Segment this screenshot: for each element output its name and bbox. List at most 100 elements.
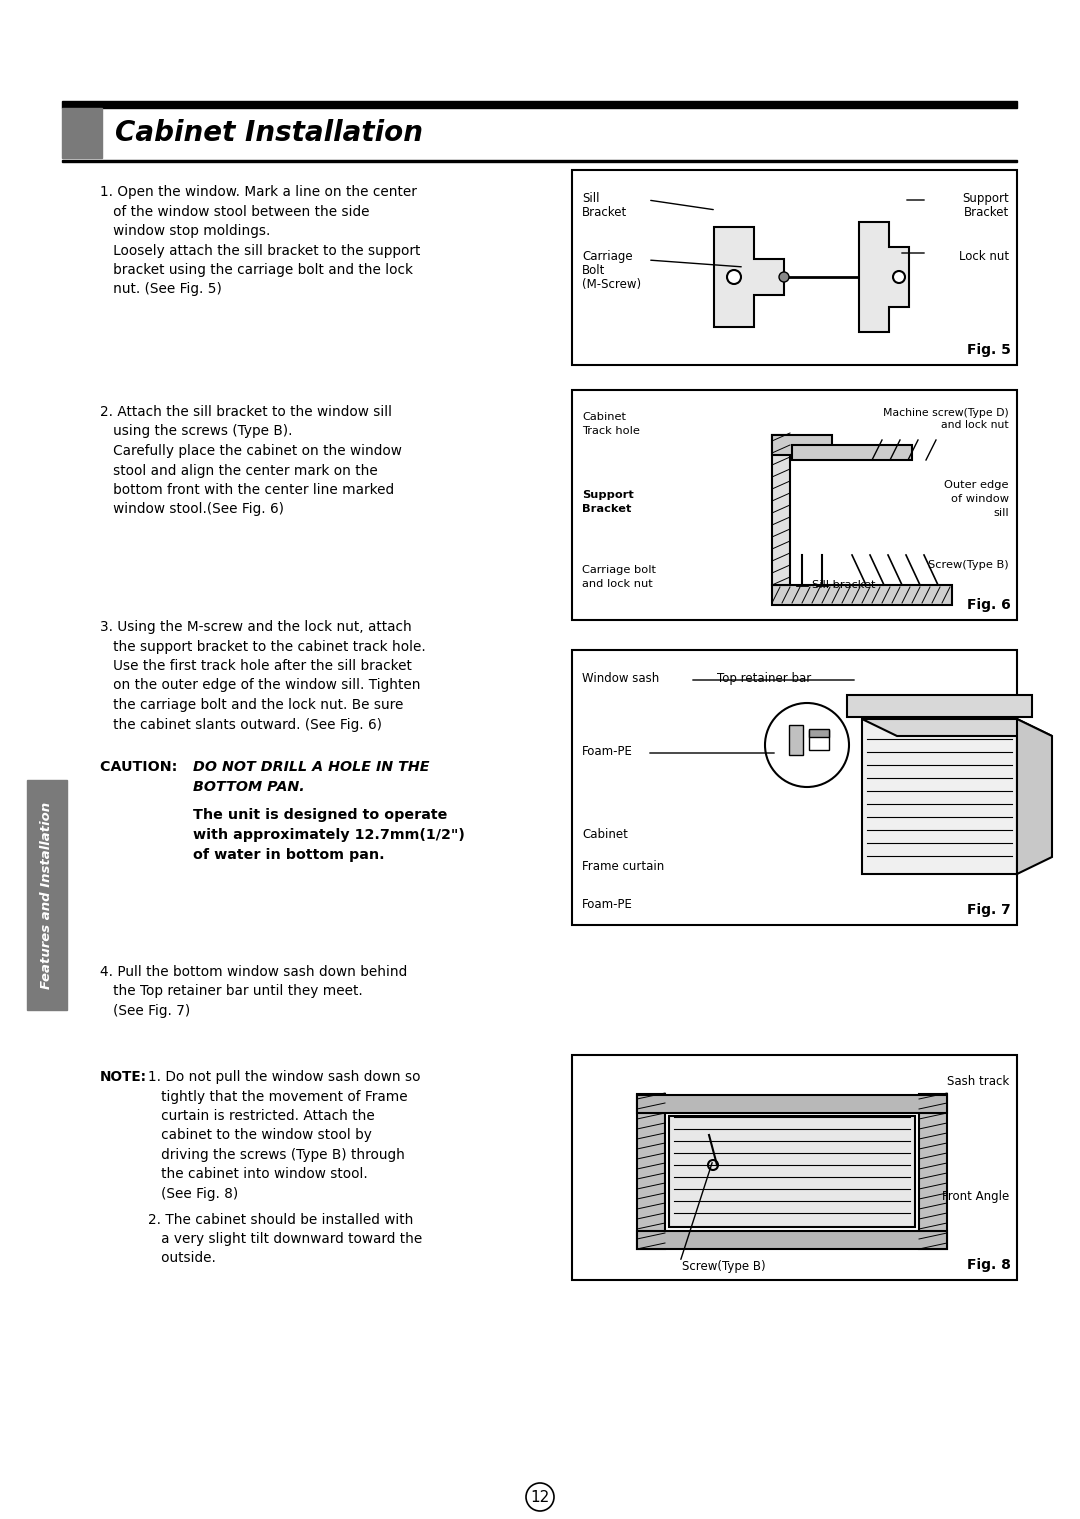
Bar bbox=[919, 1094, 947, 1249]
Bar bbox=[789, 725, 804, 755]
Bar bbox=[637, 1095, 947, 1113]
Text: CAUTION:: CAUTION: bbox=[100, 760, 183, 775]
Text: Screw(Type B): Screw(Type B) bbox=[929, 561, 1009, 570]
Text: Screw(Type B): Screw(Type B) bbox=[681, 1259, 766, 1273]
Text: 3. Using the M-screw and the lock nut, attach: 3. Using the M-screw and the lock nut, a… bbox=[100, 620, 411, 633]
Bar bbox=[637, 1230, 947, 1249]
Polygon shape bbox=[859, 222, 909, 333]
Text: NOTE:: NOTE: bbox=[100, 1069, 147, 1085]
Text: Carefully place the cabinet on the window: Carefully place the cabinet on the windo… bbox=[100, 444, 402, 459]
Bar bbox=[572, 650, 1017, 925]
Text: the cabinet slants outward. (See Fig. 6): the cabinet slants outward. (See Fig. 6) bbox=[100, 717, 382, 732]
Text: Bolt: Bolt bbox=[582, 264, 606, 276]
Bar bbox=[772, 585, 951, 605]
Bar bbox=[792, 445, 912, 460]
Text: curtain is restricted. Attach the: curtain is restricted. Attach the bbox=[148, 1109, 375, 1123]
Bar bbox=[572, 390, 1017, 620]
Text: 4. Pull the bottom window sash down behind: 4. Pull the bottom window sash down behi… bbox=[100, 965, 407, 980]
Text: of the window stool between the side: of the window stool between the side bbox=[100, 205, 369, 219]
Text: tightly that the movement of Frame: tightly that the movement of Frame bbox=[148, 1089, 407, 1103]
Text: Track hole: Track hole bbox=[582, 425, 639, 436]
Text: Support: Support bbox=[962, 191, 1009, 205]
Polygon shape bbox=[862, 718, 1052, 737]
Text: BOTTOM PAN.: BOTTOM PAN. bbox=[193, 779, 305, 794]
Text: 1. Open the window. Mark a line on the center: 1. Open the window. Mark a line on the c… bbox=[100, 185, 417, 199]
Text: Use the first track hole after the sill bracket: Use the first track hole after the sill … bbox=[100, 659, 411, 673]
Bar bbox=[809, 731, 829, 750]
Bar bbox=[62, 108, 102, 158]
Text: cabinet to the window stool by: cabinet to the window stool by bbox=[148, 1129, 372, 1142]
Text: Top retainer bar: Top retainer bar bbox=[717, 671, 811, 685]
Circle shape bbox=[779, 272, 789, 283]
Text: (M-Screw): (M-Screw) bbox=[582, 278, 642, 292]
Text: DO NOT DRILL A HOLE IN THE: DO NOT DRILL A HOLE IN THE bbox=[193, 760, 430, 775]
Text: (See Fig. 7): (See Fig. 7) bbox=[100, 1004, 190, 1018]
Circle shape bbox=[893, 270, 905, 283]
Text: Sill: Sill bbox=[582, 191, 599, 205]
Bar bbox=[572, 1056, 1017, 1281]
Text: 1. Do not pull the window sash down so: 1. Do not pull the window sash down so bbox=[148, 1069, 420, 1085]
Text: Foam-PE: Foam-PE bbox=[582, 898, 633, 911]
Polygon shape bbox=[714, 226, 784, 327]
Text: the cabinet into window stool.: the cabinet into window stool. bbox=[148, 1168, 368, 1182]
Bar bbox=[62, 159, 1017, 163]
Text: (See Fig. 8): (See Fig. 8) bbox=[148, 1186, 239, 1202]
Text: bracket using the carriage bolt and the lock: bracket using the carriage bolt and the … bbox=[100, 263, 413, 276]
Text: Frame curtain: Frame curtain bbox=[582, 860, 664, 873]
Text: 2. Attach the sill bracket to the window sill: 2. Attach the sill bracket to the window… bbox=[100, 406, 392, 419]
Text: using the screws (Type B).: using the screws (Type B). bbox=[100, 424, 293, 439]
Text: Carriage: Carriage bbox=[582, 251, 633, 263]
Circle shape bbox=[727, 270, 741, 284]
Polygon shape bbox=[772, 434, 832, 456]
Text: window stool.(See Fig. 6): window stool.(See Fig. 6) bbox=[100, 503, 284, 516]
Text: a very slight tilt downward toward the: a very slight tilt downward toward the bbox=[148, 1232, 422, 1246]
Text: Loosely attach the sill bracket to the support: Loosely attach the sill bracket to the s… bbox=[100, 243, 420, 258]
Text: Carriage bolt: Carriage bolt bbox=[582, 565, 656, 576]
Text: Bracket: Bracket bbox=[582, 207, 627, 219]
Text: driving the screws (Type B) through: driving the screws (Type B) through bbox=[148, 1148, 405, 1162]
Text: of window: of window bbox=[951, 494, 1009, 504]
Bar bbox=[862, 718, 1017, 873]
Text: 12: 12 bbox=[530, 1490, 550, 1504]
Text: Cabinet Installation: Cabinet Installation bbox=[114, 118, 423, 147]
Text: Lock nut: Lock nut bbox=[959, 251, 1009, 263]
Text: The unit is designed to operate: The unit is designed to operate bbox=[193, 808, 447, 822]
Text: Machine screw(Type D): Machine screw(Type D) bbox=[883, 409, 1009, 418]
Text: Fig. 8: Fig. 8 bbox=[967, 1258, 1011, 1271]
Text: Fig. 7: Fig. 7 bbox=[968, 902, 1011, 917]
Text: the carriage bolt and the lock nut. Be sure: the carriage bolt and the lock nut. Be s… bbox=[100, 699, 403, 712]
Text: Bracket: Bracket bbox=[963, 207, 1009, 219]
Text: Outer edge: Outer edge bbox=[945, 480, 1009, 491]
Text: of water in bottom pan.: of water in bottom pan. bbox=[193, 848, 384, 861]
Text: Sill bracket: Sill bracket bbox=[812, 580, 876, 589]
Text: Window sash: Window sash bbox=[582, 671, 659, 685]
Text: nut. (See Fig. 5): nut. (See Fig. 5) bbox=[100, 283, 221, 296]
Circle shape bbox=[765, 703, 849, 787]
Bar bbox=[847, 696, 1032, 717]
Text: Fig. 5: Fig. 5 bbox=[967, 343, 1011, 357]
Polygon shape bbox=[1017, 718, 1052, 873]
Text: Bracket: Bracket bbox=[582, 504, 632, 513]
Text: the support bracket to the cabinet track hole.: the support bracket to the cabinet track… bbox=[100, 639, 426, 653]
Text: Support: Support bbox=[582, 491, 634, 500]
Text: Front Angle: Front Angle bbox=[942, 1189, 1009, 1203]
Text: outside.: outside. bbox=[148, 1252, 216, 1265]
Text: Foam-PE: Foam-PE bbox=[582, 744, 633, 758]
Bar bbox=[62, 100, 1017, 108]
Text: with approximately 12.7mm(1/2"): with approximately 12.7mm(1/2") bbox=[193, 828, 464, 842]
Text: and lock nut: and lock nut bbox=[582, 579, 652, 589]
Text: on the outer edge of the window sill. Tighten: on the outer edge of the window sill. Ti… bbox=[100, 679, 420, 693]
Text: the Top retainer bar until they meet.: the Top retainer bar until they meet. bbox=[100, 984, 363, 998]
Text: Cabinet: Cabinet bbox=[582, 412, 626, 422]
Bar bbox=[572, 170, 1017, 365]
Bar bbox=[809, 729, 829, 737]
Bar bbox=[669, 1116, 915, 1227]
Text: window stop moldings.: window stop moldings. bbox=[100, 223, 270, 238]
Bar bbox=[772, 434, 789, 585]
Text: stool and align the center mark on the: stool and align the center mark on the bbox=[100, 463, 378, 477]
Text: Fig. 6: Fig. 6 bbox=[968, 598, 1011, 612]
Text: Cabinet: Cabinet bbox=[582, 828, 627, 842]
Text: Features and Installation: Features and Installation bbox=[40, 802, 54, 989]
Bar bbox=[27, 779, 67, 1010]
Text: bottom front with the center line marked: bottom front with the center line marked bbox=[100, 483, 394, 497]
